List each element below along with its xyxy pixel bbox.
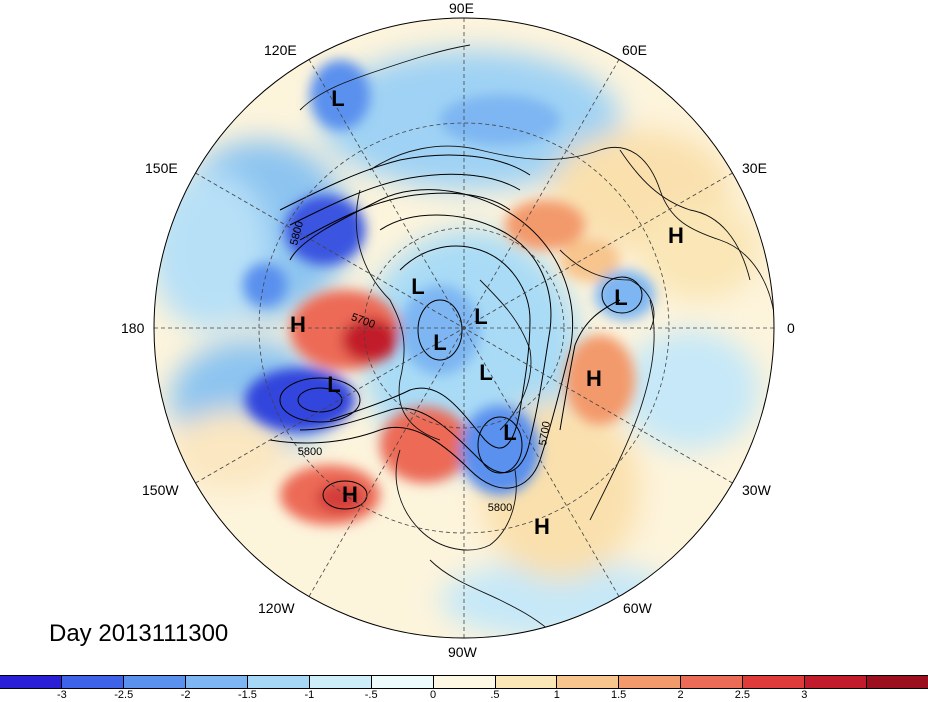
high-pressure-siberia: H (668, 223, 684, 248)
colorbar-swatch (805, 676, 868, 688)
colorbar-tick-label: -2 (180, 689, 191, 701)
longitude-label-30e: 30E (742, 160, 767, 176)
low-pressure-aleutian: L (327, 372, 340, 397)
longitude-label-120e: 120E (264, 42, 297, 58)
colorbar-swatch (681, 676, 744, 688)
contour-label: 5800 (298, 446, 322, 458)
colorbar-swatch (61, 676, 124, 688)
colorbar-swatch (495, 676, 558, 688)
colorbar-tick-label: 1.5 (611, 689, 627, 701)
colorbar-swatch (557, 676, 620, 688)
longitude-label-90w: 90W (448, 644, 477, 660)
low-pressure-canada: L (479, 360, 492, 385)
map-boundary (153, 17, 775, 639)
longitude-label-150w: 150W (142, 482, 179, 498)
contour-labels: 5800 5700 5800 5700 5800 (288, 220, 553, 514)
high-pressure-east-pacific: H (342, 482, 358, 507)
colorbar-tick-label: 1 (553, 689, 560, 701)
longitude-label-0: 0 (787, 320, 795, 336)
longitude-label-150e: 150E (145, 160, 178, 176)
colorbar-swatch (867, 676, 928, 688)
low-pressure-arctic-2: L (474, 304, 487, 329)
colorbar-swatch (247, 676, 310, 688)
coastlines (299, 44, 774, 638)
colorbar-tick-label: 0 (430, 689, 437, 701)
low-pressure-east-asia: L (331, 86, 344, 111)
longitude-label-90e: 90E (449, 0, 474, 16)
colorbar-swatch (123, 676, 186, 688)
colorbar-swatch (0, 676, 62, 688)
colorbar-tick-label: 2.5 (734, 689, 751, 701)
contour-label: 5800 (488, 502, 512, 514)
colorbar-tick-label: .5 (490, 689, 500, 701)
colorbar-swatch (743, 676, 806, 688)
low-pressure-arctic-1: L (411, 274, 424, 299)
longitude-label-60e: 60E (622, 42, 647, 58)
colorbar-swatch (619, 676, 682, 688)
colorbar-swatch (433, 676, 496, 688)
high-pressure-subtropical-atlantic: H (534, 514, 550, 539)
contour-label: 5700 (537, 420, 553, 446)
longitude-label-120w: 120W (258, 600, 295, 616)
colorbar-swatch (185, 676, 248, 688)
colorbar-tick-label: 2 (677, 689, 684, 701)
high-pressure-north-pacific: H (290, 312, 306, 337)
colorbar-tick-label: -1.5 (237, 689, 257, 701)
longitude-label-180: 180 (121, 320, 145, 336)
colorbar-swatch (371, 676, 434, 688)
height-contours (269, 154, 643, 510)
low-pressure-arctic-3: L (433, 330, 446, 355)
colorbar-tick-label: -.5 (364, 689, 378, 701)
colorbar-tick-label: -3 (56, 689, 67, 701)
longitude-label-60w: 60W (623, 600, 652, 616)
colorbar-labels: -3 -2.5 -2 -1.5 -1 -.5 0 .5 1 1.5 2 2.5 3 (0, 689, 928, 702)
low-pressure-hudson: L (503, 420, 516, 445)
colorbar-tick-label: -1 (304, 689, 315, 701)
pressure-systems: H L H L L L L L L H H L H (290, 86, 684, 539)
low-pressure-europe: L (614, 285, 627, 310)
longitude-label-30w: 30W (742, 482, 771, 498)
date-label: Day 2013111300 (49, 620, 229, 647)
graticule (154, 18, 774, 638)
anomaly-field (154, 18, 774, 638)
colorbar-tick-label: 3 (801, 689, 808, 701)
polar-map: H L H L L L L L L H H L H 5800 5700 5800… (153, 17, 775, 639)
colorbar (0, 675, 928, 689)
high-pressure-north-atlantic: H (586, 366, 602, 391)
colorbar-swatch (309, 676, 372, 688)
colorbar-tick-label: -2.5 (114, 689, 134, 701)
